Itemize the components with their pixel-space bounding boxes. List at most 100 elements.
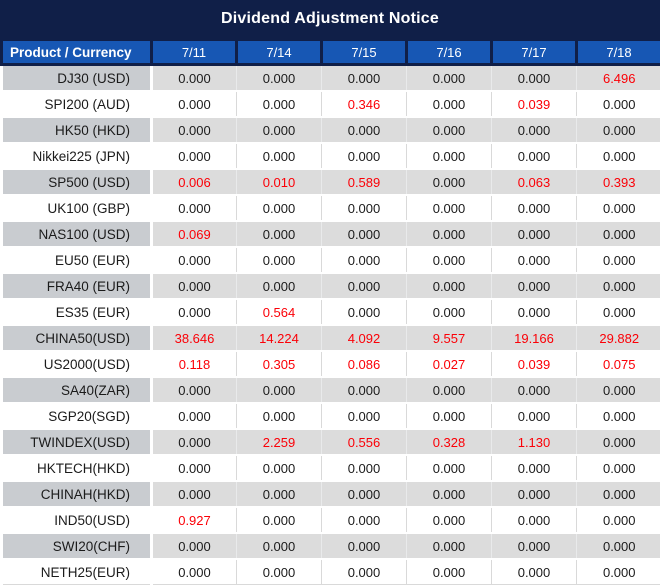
date-column-header: 7/11 xyxy=(150,38,238,66)
value-cell: 0.000 xyxy=(406,195,492,222)
value-cell: 0.000 xyxy=(406,91,492,118)
value-cell: 0.000 xyxy=(151,455,237,482)
value-cell: 0.039 xyxy=(491,351,577,378)
value-cell: 38.646 xyxy=(151,325,237,352)
value-cell: 0.006 xyxy=(151,169,237,196)
value-cell: 0.000 xyxy=(576,195,660,222)
value-cell: 0.000 xyxy=(491,403,577,430)
value-cell: 0.000 xyxy=(151,273,237,300)
product-cell: CHINA50(USD) xyxy=(0,325,153,352)
page-title: Dividend Adjustment Notice xyxy=(0,0,660,38)
value-cell: 0.000 xyxy=(406,299,492,326)
value-cell: 0.589 xyxy=(321,169,407,196)
dividend-table: Product / Currency 7/11 7/14 7/15 7/16 7/17 7… xyxy=(0,38,660,585)
value-cell: 0.000 xyxy=(406,64,492,92)
product-cell: DJ30 (USD) xyxy=(0,64,153,92)
table-header-row: Product / Currency 7/11 7/14 7/15 7/16 7/17 7… xyxy=(0,38,660,66)
value-cell: 0.000 xyxy=(576,429,660,456)
value-cell: 9.557 xyxy=(406,325,492,352)
value-cell: 0.000 xyxy=(151,247,237,274)
value-cell: 0.564 xyxy=(236,299,322,326)
value-cell: 0.000 xyxy=(406,273,492,300)
value-cell: 0.000 xyxy=(321,403,407,430)
value-cell: 0.000 xyxy=(576,91,660,118)
value-cell: 0.000 xyxy=(236,481,322,508)
product-cell: IND50(USD) xyxy=(0,507,153,534)
value-cell: 4.092 xyxy=(321,325,407,352)
value-cell: 0.000 xyxy=(406,377,492,404)
value-cell: 0.000 xyxy=(151,64,237,92)
value-cell: 0.393 xyxy=(576,169,660,196)
value-cell: 0.000 xyxy=(406,247,492,274)
value-cell: 0.000 xyxy=(236,273,322,300)
value-cell: 0.000 xyxy=(406,507,492,534)
product-cell: SWI20(CHF) xyxy=(0,533,153,560)
value-cell: 0.000 xyxy=(576,403,660,430)
value-cell: 0.000 xyxy=(576,559,660,585)
product-cell: Nikkei225 (JPN) xyxy=(0,143,153,170)
value-cell: 0.305 xyxy=(236,351,322,378)
product-cell: EU50 (EUR) xyxy=(0,247,153,274)
value-cell: 0.118 xyxy=(151,351,237,378)
value-cell: 0.000 xyxy=(406,143,492,170)
value-cell: 0.000 xyxy=(151,117,237,144)
value-cell: 0.000 xyxy=(406,169,492,196)
value-cell: 0.000 xyxy=(236,377,322,404)
value-cell: 0.000 xyxy=(406,117,492,144)
value-cell: 19.166 xyxy=(491,325,577,352)
value-cell: 0.000 xyxy=(576,143,660,170)
value-cell: 0.000 xyxy=(321,117,407,144)
value-cell: 0.000 xyxy=(576,377,660,404)
value-cell: 6.496 xyxy=(576,64,660,92)
value-cell: 0.010 xyxy=(236,169,322,196)
value-cell: 0.000 xyxy=(236,117,322,144)
value-cell: 0.000 xyxy=(491,455,577,482)
product-cell: UK100 (GBP) xyxy=(0,195,153,222)
table-row: EU50 (EUR) 0.000 0.000 0.000 0.000 0.000 0.000 xyxy=(0,247,660,274)
value-cell: 0.000 xyxy=(321,221,407,248)
table-row: SPI200 (AUD) 0.000 0.000 0.346 0.000 0.039 0.0… xyxy=(0,91,660,118)
product-cell: SGP20(SGD) xyxy=(0,403,153,430)
value-cell: 0.000 xyxy=(406,455,492,482)
value-cell: 0.063 xyxy=(491,169,577,196)
value-cell: 0.000 xyxy=(236,247,322,274)
value-cell: 0.000 xyxy=(576,455,660,482)
value-cell: 0.000 xyxy=(491,481,577,508)
date-column-header: 7/16 xyxy=(405,38,493,66)
value-cell: 29.882 xyxy=(576,325,660,352)
value-cell: 0.039 xyxy=(491,91,577,118)
product-cell: HKTECH(HKD) xyxy=(0,455,153,482)
table-row: US2000(USD) 0.118 0.305 0.086 0.027 0.039 0.07… xyxy=(0,351,660,378)
date-column-header: 7/14 xyxy=(235,38,323,66)
value-cell: 0.000 xyxy=(491,377,577,404)
value-cell: 0.346 xyxy=(321,91,407,118)
value-cell: 0.027 xyxy=(406,351,492,378)
value-cell: 0.000 xyxy=(491,559,577,585)
product-cell: SPI200 (AUD) xyxy=(0,91,153,118)
value-cell: 0.000 xyxy=(576,273,660,300)
table-row: FRA40 (EUR) 0.000 0.000 0.000 0.000 0.000 0.00… xyxy=(0,273,660,300)
table-row: SA40(ZAR) 0.000 0.000 0.000 0.000 0.000 0.000 xyxy=(0,377,660,404)
product-cell: HK50 (HKD) xyxy=(0,117,153,144)
value-cell: 0.000 xyxy=(236,403,322,430)
value-cell: 0.000 xyxy=(491,507,577,534)
table-row: SWI20(CHF) 0.000 0.000 0.000 0.000 0.000 0.000 xyxy=(0,533,660,560)
value-cell: 14.224 xyxy=(236,325,322,352)
value-cell: 0.000 xyxy=(491,221,577,248)
value-cell: 0.000 xyxy=(151,481,237,508)
value-cell: 0.000 xyxy=(236,143,322,170)
value-cell: 0.000 xyxy=(406,533,492,560)
table-row: CHINAH(HKD) 0.000 0.000 0.000 0.000 0.000 0.00… xyxy=(0,481,660,508)
table-row: SP500 (USD) 0.006 0.010 0.589 0.000 0.063 0.39… xyxy=(0,169,660,196)
value-cell: 0.000 xyxy=(321,533,407,560)
value-cell: 0.000 xyxy=(236,507,322,534)
table-row: CHINA50(USD) 38.646 14.224 4.092 9.557 19.166… xyxy=(0,325,660,352)
value-cell: 0.000 xyxy=(236,64,322,92)
product-currency-header: Product / Currency xyxy=(0,38,153,66)
value-cell: 0.000 xyxy=(491,247,577,274)
value-cell: 0.000 xyxy=(491,533,577,560)
value-cell: 0.927 xyxy=(151,507,237,534)
product-cell: US2000(USD) xyxy=(0,351,153,378)
date-column-header: 7/17 xyxy=(490,38,578,66)
